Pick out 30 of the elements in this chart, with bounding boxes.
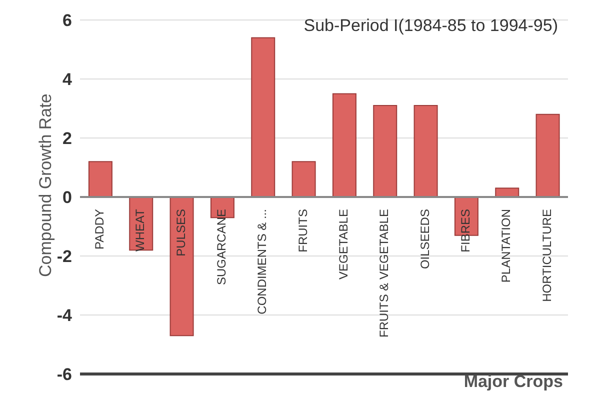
bar: [170, 196, 194, 336]
y-tick-label: 2: [62, 129, 72, 148]
x-tick-label: WHEAT: [133, 208, 148, 252]
bar: [88, 161, 112, 198]
bar: [332, 93, 356, 198]
x-tick-label: PULSES: [174, 209, 188, 256]
x-tick-label: VEGETABLE: [336, 209, 351, 280]
x-tick-label: PLANTATION: [499, 209, 514, 283]
y-tick-label: 0: [62, 188, 72, 208]
x-tick-label: CONDIMENTS & ...: [255, 209, 270, 314]
y-tick-label: -6: [56, 365, 72, 384]
bar: [373, 105, 398, 198]
x-tick-label: HORTICULTURE: [540, 209, 554, 302]
y-tick-label: 6: [62, 11, 72, 30]
x-tick-label: PADDY: [92, 209, 107, 250]
y-tick-label: 4: [62, 70, 73, 90]
x-tick-label: FRUITS & VEGETABLE: [377, 209, 392, 338]
bar: [414, 105, 438, 198]
chart-title: Sub-Period I(1984-85 to 1994-95): [304, 16, 558, 36]
bar: [536, 114, 560, 198]
x-axis-title: Major Crops: [464, 372, 563, 392]
y-tick-label: -4: [56, 306, 73, 326]
x-tick-label: FRUITS: [296, 209, 310, 252]
y-tick-label: -2: [56, 247, 72, 266]
bar: [251, 37, 276, 198]
bar: [292, 161, 316, 198]
x-tick-label: FIBRES: [458, 209, 473, 252]
x-tick-label: OILSEEDS: [418, 209, 432, 270]
y-axis-title: Compound Growth Rate: [36, 94, 56, 277]
x-tick-label: SUGARCANE: [214, 209, 229, 286]
